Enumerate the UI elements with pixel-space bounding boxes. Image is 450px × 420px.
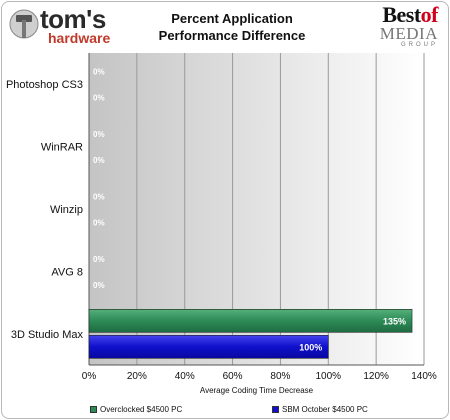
badge-best: Best bbox=[382, 2, 421, 27]
best-of-media-logo: Bestof MEDIA GROUP bbox=[374, 2, 439, 49]
category-label: AVG 8 bbox=[51, 266, 83, 278]
data-label: 0% bbox=[93, 219, 105, 228]
legend-swatch-1 bbox=[90, 406, 97, 413]
x-tick-label: 140% bbox=[411, 371, 437, 382]
x-tick-label: 100% bbox=[315, 371, 341, 382]
x-tick-label: 120% bbox=[363, 371, 389, 382]
legend-swatch-2 bbox=[272, 406, 279, 413]
data-label: 0% bbox=[93, 156, 105, 165]
legend-label-1: Overclocked $4500 PC bbox=[100, 405, 183, 414]
data-label: 0% bbox=[93, 281, 105, 290]
data-label: 135% bbox=[383, 316, 406, 326]
data-label: 0% bbox=[93, 255, 105, 264]
legend-label-2: SBM October $4500 PC bbox=[282, 405, 368, 414]
category-label: WinRAR bbox=[41, 142, 83, 154]
bar bbox=[88, 334, 329, 359]
badge-of: of bbox=[420, 2, 439, 27]
category-label: Photoshop CS3 bbox=[6, 79, 83, 91]
badge-media: MEDIA bbox=[379, 24, 438, 43]
x-tick-label: 20% bbox=[127, 371, 147, 382]
category-label: Winzip bbox=[50, 204, 83, 216]
legend-item-1: Overclocked $4500 PC bbox=[90, 405, 182, 414]
chart-title: Percent Application Performance Differen… bbox=[152, 10, 312, 44]
x-tick-label: 80% bbox=[270, 371, 290, 382]
brand-name: tom's bbox=[40, 4, 106, 34]
chart-title-line-2: Performance Difference bbox=[158, 28, 306, 43]
data-label: 0% bbox=[93, 193, 105, 202]
badge-group: GROUP bbox=[400, 42, 438, 48]
data-label: 0% bbox=[93, 94, 105, 103]
data-label: 100% bbox=[299, 342, 322, 352]
hammer-icon bbox=[9, 9, 39, 39]
x-tick-label: 60% bbox=[223, 371, 243, 382]
chart-title-line-1: Percent Application bbox=[171, 11, 293, 26]
x-tick-label: 0% bbox=[82, 371, 97, 382]
x-axis-label: Average Coding Time Decrease bbox=[200, 386, 314, 395]
toms-hardware-logo: tom's hardware bbox=[8, 4, 118, 50]
legend-item-2: SBM October $4500 PC bbox=[272, 405, 368, 414]
x-tick-label: 40% bbox=[175, 371, 195, 382]
data-label: 0% bbox=[93, 68, 105, 77]
category-label: 3D Studio Max bbox=[11, 329, 84, 341]
bar bbox=[88, 308, 413, 333]
brand-sub: hardware bbox=[48, 30, 111, 46]
data-label: 0% bbox=[93, 130, 105, 139]
